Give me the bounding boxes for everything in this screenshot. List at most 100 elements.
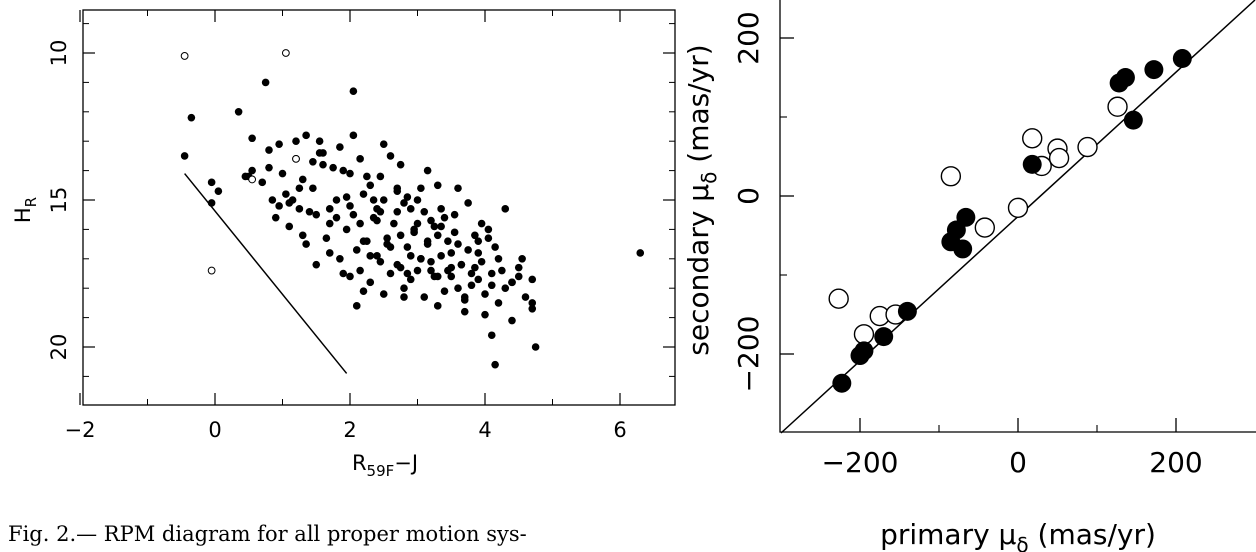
left-axis-ticks: −2 0 2 4 6 10 15 20	[47, 10, 675, 442]
left-filled-point	[234, 108, 243, 116]
left-filled-point	[376, 257, 385, 266]
left-filled-point	[467, 281, 476, 290]
left-filled-point	[531, 343, 540, 351]
left-filled-point	[474, 275, 483, 284]
left-filled-point	[275, 202, 283, 210]
left-filled-point	[346, 202, 354, 210]
left-filled-point	[528, 299, 537, 307]
left-filled-point	[433, 231, 442, 240]
left-open-point	[180, 52, 189, 60]
left-x-tick-label: −2	[65, 418, 96, 442]
left-open-point	[207, 266, 216, 275]
left-filled-point	[521, 293, 530, 301]
left-filled-point	[454, 184, 462, 193]
left-filled-point	[471, 231, 479, 240]
left-filled-point	[359, 287, 368, 295]
left-filled-point	[423, 166, 432, 175]
left-filled-point	[319, 149, 327, 157]
left-filled-point	[356, 155, 364, 163]
left-filled-point	[400, 199, 408, 207]
left-filled-point	[379, 140, 388, 148]
right-open-point	[828, 288, 849, 309]
left-filled-point	[481, 290, 489, 298]
right-open-point	[1007, 197, 1029, 219]
left-filled-point	[498, 266, 506, 275]
left-filled-point	[403, 193, 412, 201]
right-x-tick-label: 0	[1009, 446, 1027, 479]
left-filled-point	[417, 254, 425, 263]
right-open-point	[940, 166, 962, 187]
left-filled-point	[325, 205, 334, 213]
left-filled-point	[636, 249, 645, 257]
right-open-point	[1022, 128, 1043, 149]
left-y-tick-label: 20	[47, 334, 71, 361]
left-filled-point	[383, 240, 391, 248]
left-filled-point	[518, 254, 526, 263]
left-filled-point	[346, 169, 354, 178]
left-filled-point	[329, 163, 337, 172]
right-open-point	[1048, 147, 1070, 169]
left-filled-point	[390, 219, 398, 228]
left-filled-point	[288, 196, 297, 204]
proper-motion-comparison-plot: −200 0 200 −200 0 200 primary μδ (mas/yr) sec…	[682, 0, 1256, 552]
left-filled-point	[447, 249, 456, 257]
left-filled-point	[477, 219, 486, 228]
left-filled-point	[406, 252, 415, 260]
left-filled-point	[467, 269, 476, 278]
left-filled-point	[356, 219, 364, 228]
left-open-point	[281, 49, 290, 57]
left-filled-point	[460, 307, 469, 316]
left-filled-point	[437, 252, 445, 260]
left-filled-point	[444, 237, 452, 245]
left-filled-point	[349, 210, 358, 219]
left-open-point	[292, 154, 300, 163]
left-filled-point	[271, 213, 280, 222]
left-x-tick-label: 4	[478, 418, 491, 442]
left-filled-point	[278, 169, 287, 178]
left-filled-point	[325, 219, 334, 228]
right-axis-ticks: −200 0 200 −200 0 200	[732, 11, 1203, 479]
left-filled-point	[464, 246, 472, 254]
left-filled-point	[396, 160, 405, 169]
right-filled-point	[832, 373, 852, 393]
left-filled-point	[460, 293, 469, 301]
left-filled-point	[433, 302, 442, 310]
left-filled-point	[336, 143, 344, 151]
left-y-tick-label: 10	[47, 40, 71, 67]
right-open-point	[1077, 136, 1098, 158]
left-filled-point	[400, 293, 408, 301]
left-filled-point	[207, 199, 216, 207]
left-x-tick-label: 6	[613, 418, 626, 442]
left-filled-point	[444, 266, 452, 275]
right-open-point	[853, 324, 875, 345]
left-filled-point	[514, 263, 523, 272]
left-filled-point	[430, 222, 439, 231]
left-filled-point	[484, 234, 493, 243]
left-filled-point	[305, 207, 314, 216]
left-filled-point	[427, 266, 435, 275]
left-filled-point	[447, 272, 456, 281]
right-filled-point	[1115, 68, 1135, 87]
left-filled-point	[417, 184, 425, 193]
left-filled-point	[346, 272, 354, 281]
left-filled-point	[302, 131, 310, 140]
right-filled-point	[1022, 154, 1042, 174]
left-filled-point	[481, 310, 489, 319]
left-filled-point	[484, 225, 493, 234]
left-filled-point	[356, 266, 364, 275]
left-filled-point	[298, 175, 307, 184]
left-filled-point	[413, 219, 422, 228]
left-open-point	[248, 175, 257, 184]
left-filled-point	[420, 207, 429, 216]
left-filled-point	[487, 281, 496, 290]
left-filled-point	[477, 257, 486, 266]
left-filled-point	[319, 160, 327, 169]
left-filled-point	[454, 240, 462, 248]
left-filled-point	[400, 284, 408, 293]
left-x-axis-label: R59F−J	[352, 451, 418, 480]
left-filled-point	[322, 234, 331, 243]
left-filled-point	[268, 196, 277, 204]
left-filled-point	[248, 166, 256, 175]
left-filled-point	[396, 231, 405, 240]
